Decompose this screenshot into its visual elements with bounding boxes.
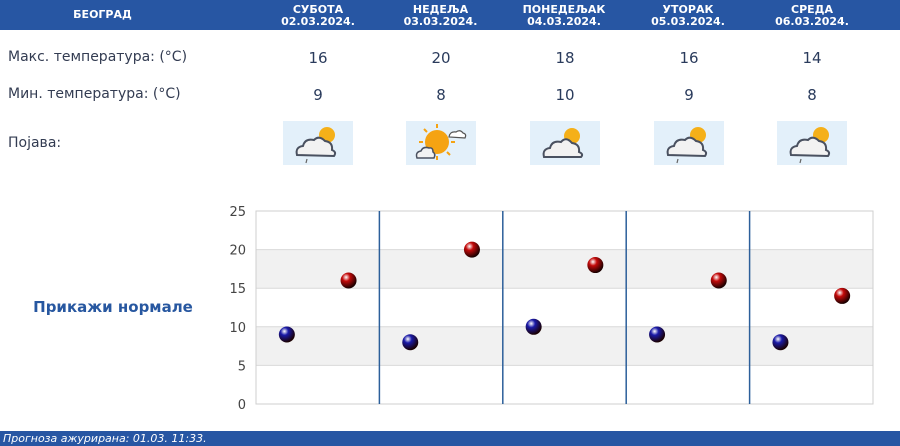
cloud-sun-icon [530, 121, 600, 165]
max-temp-label: Макс. температура: (°C) [8, 49, 188, 65]
max-temp-point [587, 257, 604, 274]
min-temp-value: 9 [313, 86, 323, 104]
chart-band [256, 249, 873, 289]
min-temp-label: Мин. температура: (°C) [8, 86, 181, 102]
max-temp-value: 18 [555, 49, 575, 67]
chart-frame [255, 210, 874, 405]
day-header-1: СУБОТА 02.03.2024. [281, 3, 355, 28]
max-temp-value: 20 [431, 49, 451, 67]
chart-band [256, 365, 873, 404]
sun-cloud-icon [406, 121, 476, 165]
day-header-2: НЕДЕЉА 03.03.2024. [403, 3, 478, 28]
min-temp-value: 8 [807, 86, 817, 104]
chart-band [256, 211, 873, 250]
max-temp-value: 14 [802, 49, 822, 67]
day-header-5: СРЕДА 06.03.2024. [775, 3, 849, 28]
min-temp-point [278, 326, 295, 343]
min-temp-value: 9 [684, 86, 694, 104]
y-tick-label: 0 [238, 398, 246, 413]
max-temp-point [834, 287, 851, 304]
max-temp-point [463, 241, 480, 258]
y-tick-label: 25 [229, 205, 246, 220]
cloud-sun-rain-icon [777, 121, 847, 165]
phenomenon-label: Појава: [8, 135, 62, 151]
max-temp-value: 16 [679, 49, 699, 67]
forecast-header: БЕОГРАД СУБОТА 02.03.2024. НЕДЕЉА 03.03.20… [0, 0, 900, 30]
chart-band [256, 326, 873, 366]
cloud-sun-rain-icon [283, 121, 353, 165]
y-tick-label: 20 [229, 244, 246, 259]
min-temp-value: 10 [555, 86, 575, 104]
min-temp-point [525, 318, 542, 335]
y-tick-label: 15 [229, 282, 246, 297]
max-temp-point [710, 272, 727, 289]
max-temp-point [340, 272, 357, 289]
chart-band [256, 288, 873, 327]
min-temp-point [772, 334, 789, 351]
day-header-4: УТОРАК 05.03.2024. [651, 3, 725, 28]
min-temp-value: 8 [436, 86, 446, 104]
y-tick-label: 5 [238, 359, 246, 374]
day-header-3: ПОНЕДЕЉАК 04.03.2024. [522, 3, 606, 28]
forecast-updated-footer: Прогноза ажурирана: 01.03. 11:33. [0, 431, 900, 446]
max-temp-value: 16 [308, 49, 328, 67]
min-temp-point [649, 326, 666, 343]
show-normals-link[interactable]: Прикажи нормале [33, 298, 193, 316]
cloud-sun-rain-icon [654, 121, 724, 165]
city-name: БЕОГРАД [73, 8, 132, 21]
min-temp-point [402, 334, 419, 351]
y-tick-label: 10 [229, 321, 246, 336]
